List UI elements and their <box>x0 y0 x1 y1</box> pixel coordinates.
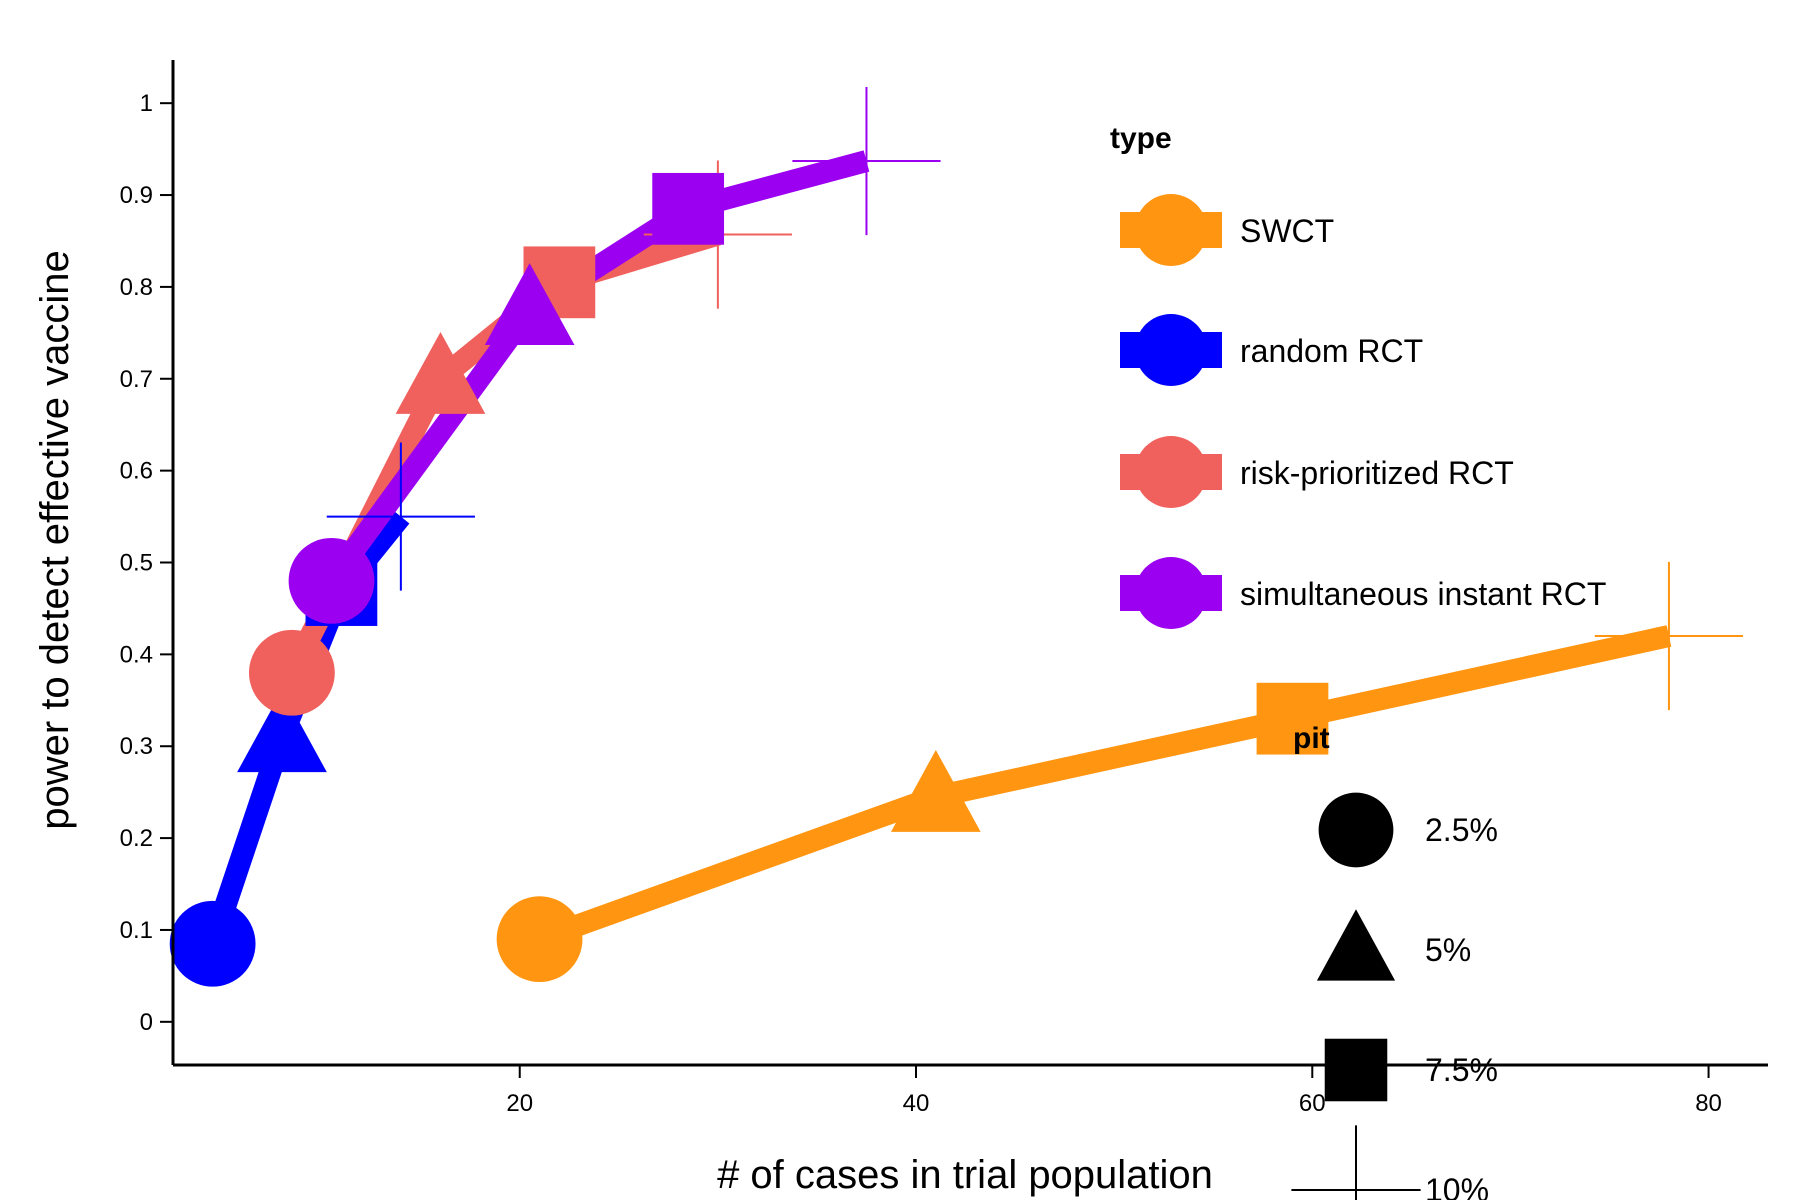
plot-area <box>169 86 1744 987</box>
y-tick-label-0: 0 <box>140 1009 153 1036</box>
series-2-point-1 <box>395 331 486 414</box>
legend-pit-swatch-2 <box>1324 1038 1388 1102</box>
legend-type-label-2: risk-prioritized RCT <box>1240 455 1514 491</box>
x-tick-label-3: 80 <box>1695 1090 1722 1117</box>
legend-type-title: type <box>1110 122 1172 155</box>
y-tick-label-6: 0.6 <box>120 458 153 485</box>
y-axis-title: power to detect effective vaccine <box>33 250 77 830</box>
y-tick-label-3: 0.3 <box>120 733 153 760</box>
legend-type-swatch-dot-2 <box>1135 436 1207 508</box>
y-tick-label-7: 0.7 <box>120 366 153 393</box>
legend-pit-swatch-3 <box>1291 1125 1421 1200</box>
legend-pit-swatch-1 <box>1316 909 1396 981</box>
series-1-point-0 <box>169 900 256 987</box>
legend-pit-title: pit <box>1293 722 1330 755</box>
legend: type SWCT random RCT risk-prioritized RCT si… <box>1110 122 1606 1200</box>
y-tick-label-10: 1 <box>140 90 153 117</box>
series-3-point-1 <box>484 263 575 345</box>
y-tick-label-8: 0.8 <box>120 274 153 301</box>
y-tick-label-5: 0.5 <box>120 550 153 577</box>
legend-type-label-0: SWCT <box>1240 213 1334 249</box>
y-tick-label-1: 0.1 <box>120 917 153 944</box>
legend-pit-label-0: 2.5% <box>1425 812 1498 848</box>
y-tick-label-4: 0.4 <box>120 641 153 668</box>
legend-type-swatch-dot-0 <box>1135 194 1207 266</box>
legend-pit-label-2: 7.5% <box>1425 1052 1498 1088</box>
legend-pit-label-3: 10% <box>1425 1172 1489 1200</box>
series-3-point-3 <box>792 86 941 236</box>
series-line-3 <box>322 150 870 588</box>
legend-type-swatch-dot-1 <box>1135 314 1207 386</box>
series-3-point-2 <box>652 172 725 245</box>
series-1-point-1 <box>237 690 327 773</box>
legend-pit-swatch-0 <box>1318 792 1394 868</box>
y-tick-label-2: 0.2 <box>120 825 153 852</box>
series-0-point-0 <box>496 896 583 983</box>
x-tick-label-0: 20 <box>506 1090 533 1117</box>
series-1-point-3 <box>326 442 475 591</box>
series-0-point-3 <box>1594 561 1744 711</box>
x-tick-label-2: 60 <box>1299 1090 1326 1117</box>
series-0-point-2 <box>1256 682 1329 755</box>
series-line-0 <box>535 625 1672 950</box>
series-0-point-1 <box>890 749 981 832</box>
legend-pit-label-1: 5% <box>1425 932 1471 968</box>
y-tick-label-9: 0.9 <box>120 182 153 209</box>
legend-type-label-3: simultaneous instant RCT <box>1240 576 1606 612</box>
legend-type-label-1: random RCT <box>1240 333 1423 369</box>
axes: 0 0.1 0.2 0.3 0.4 0.5 0.6 0.7 0.8 0.9 1 20 40 60 80 # o… <box>33 60 1768 1197</box>
legend-type-swatch-dot-3 <box>1135 557 1207 629</box>
series-3-point-0 <box>288 537 375 624</box>
x-axis-title: # of cases in trial population <box>717 1153 1213 1197</box>
x-tick-label-1: 40 <box>903 1090 930 1117</box>
series-2-point-0 <box>248 629 335 716</box>
